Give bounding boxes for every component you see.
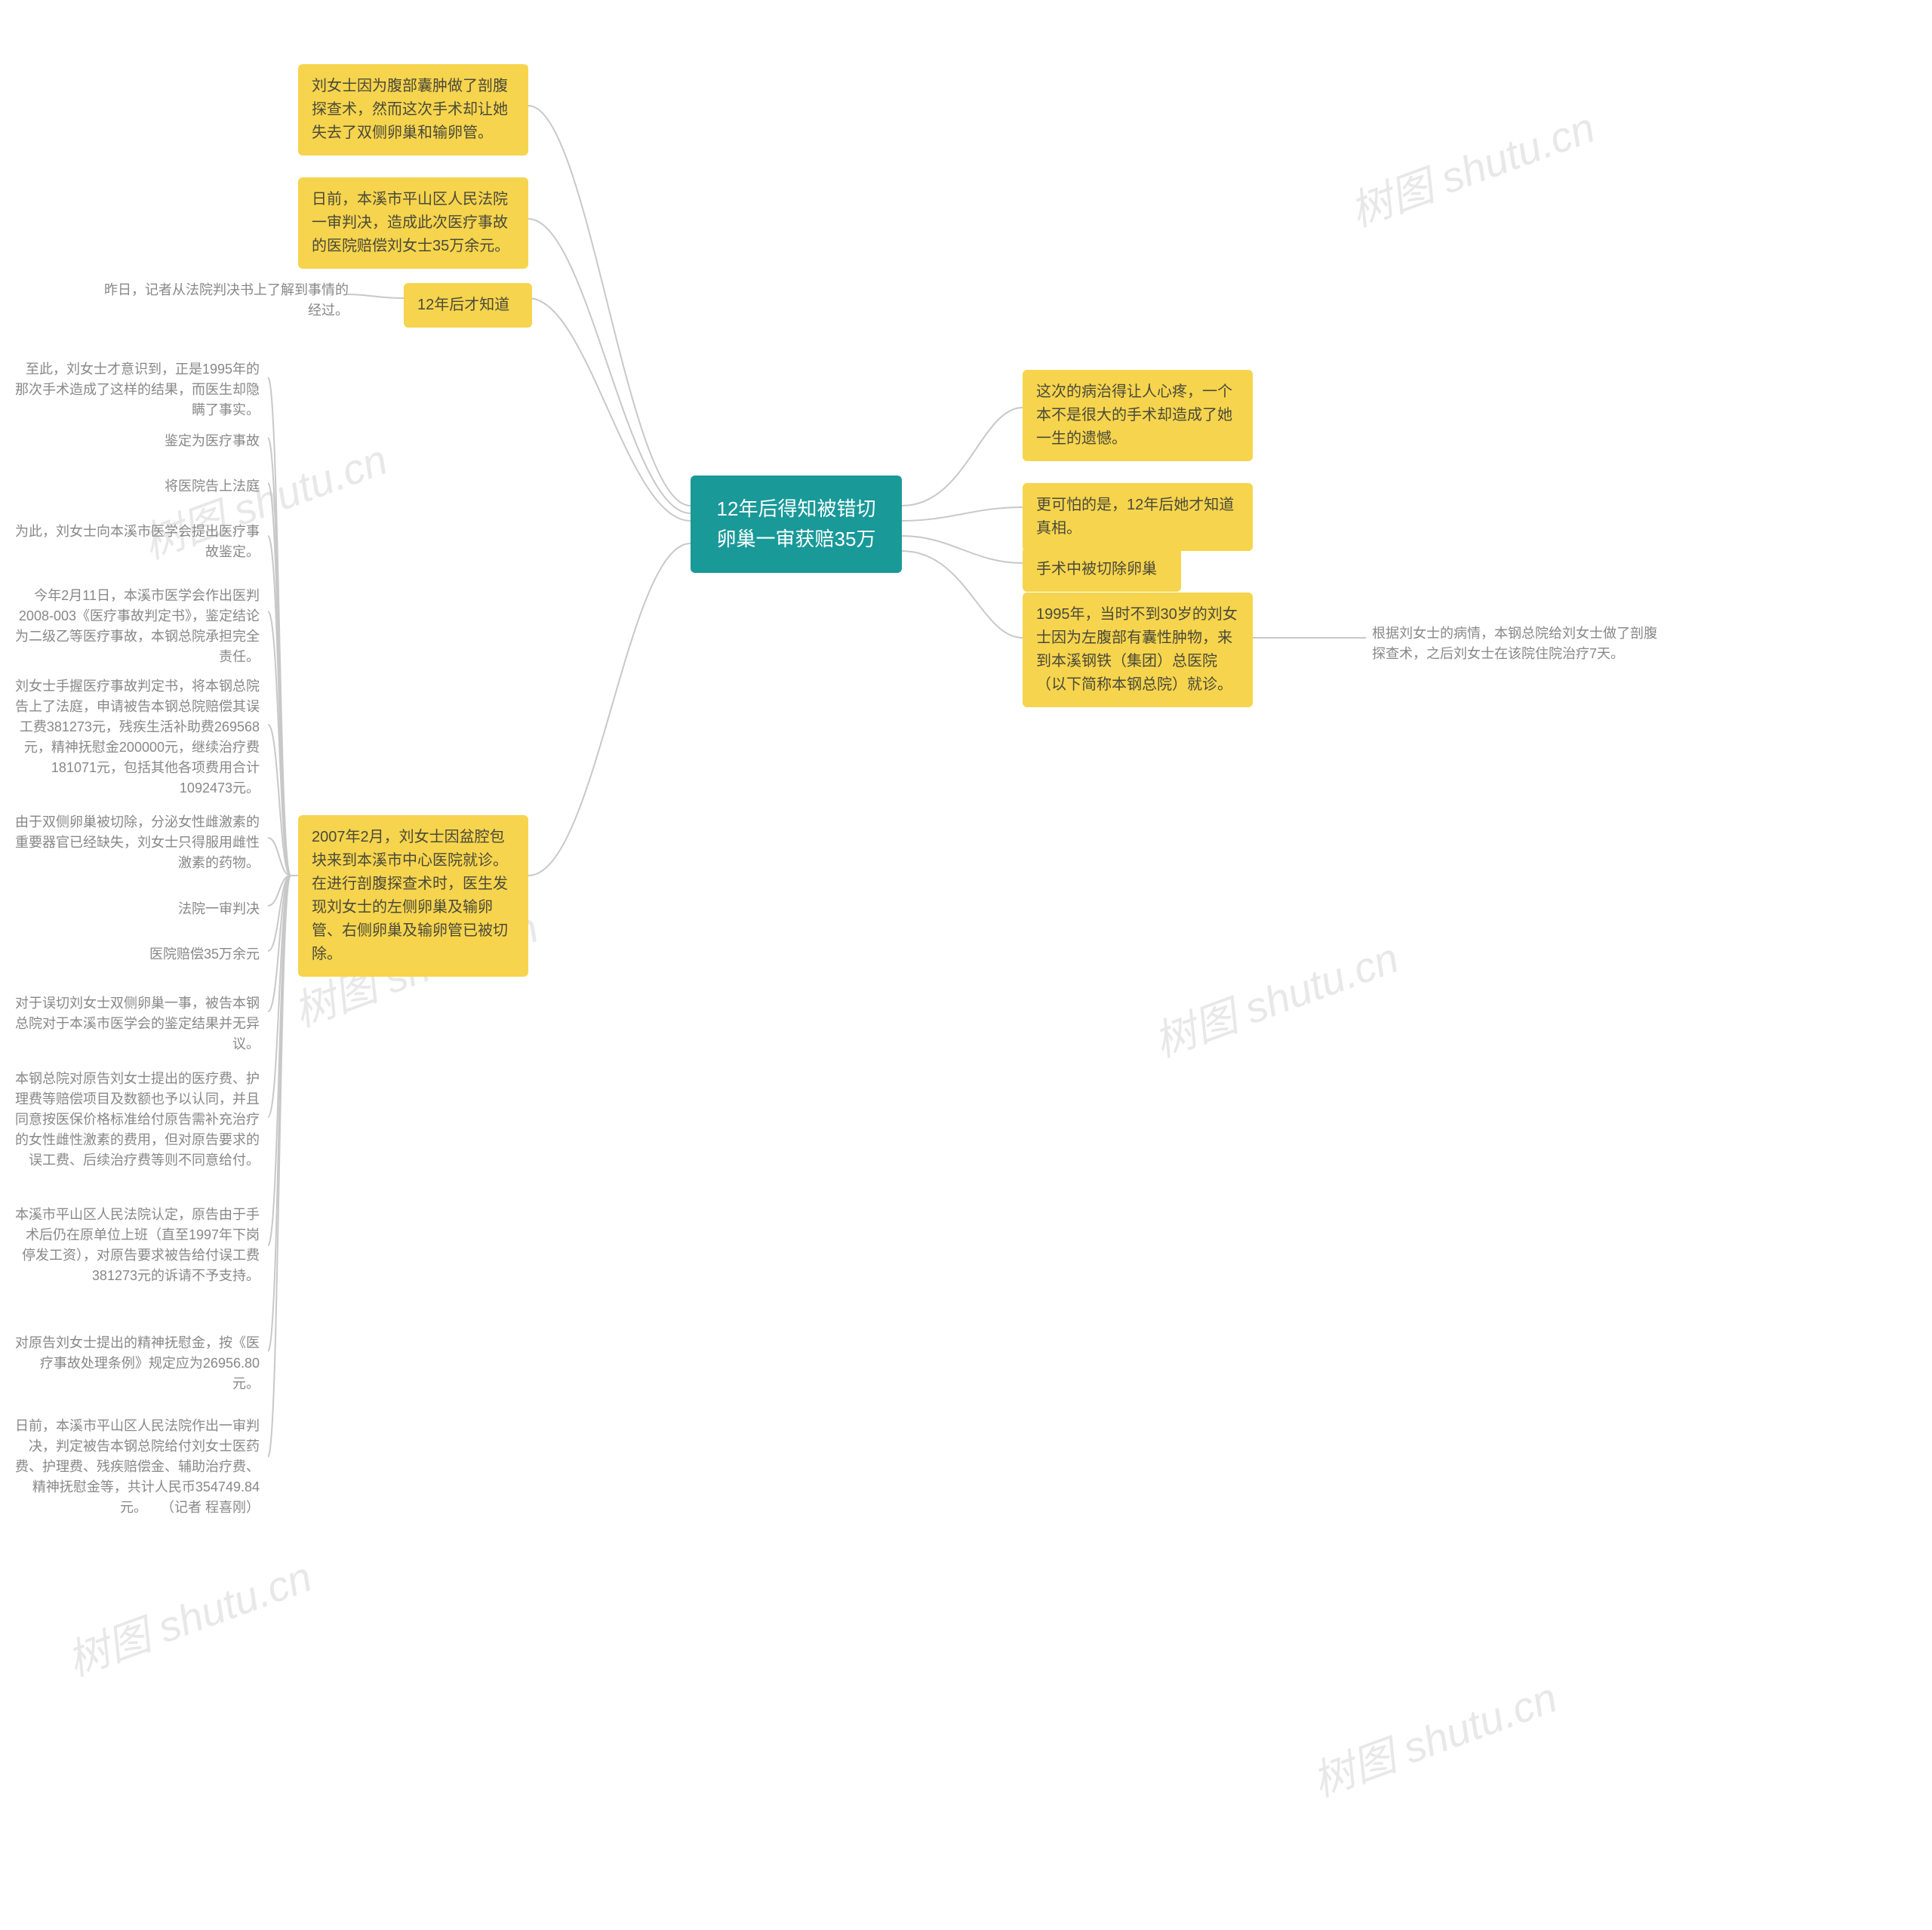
node-label: 由于双侧卵巢被切除，分泌女性雌激素的重要器官已经缺失，刘女士只得服用雌性激素的药… [15,814,260,870]
watermark: 树图 shutu.cn [1340,94,1602,239]
node-label: 刘女士因为腹部囊肿做了剖腹探查术，然而这次手术却让她失去了双侧卵巢和输卵管。 [312,78,508,141]
left-branch-3-child-11: 本溪市平山区人民法院认定，原告由于手术后仍在原单位上班（直至1997年下岗停发工… [9,1200,266,1291]
left-branch-3-child-9: 对于误切刘女士双侧卵巢一事，被告本钢总院对于本溪市医学会的鉴定结果并无异议。 [9,989,266,1059]
watermark: 树图 shutu.cn [1144,924,1406,1069]
left-branch-3-child-8: 医院赔偿35万余元 [9,940,266,969]
left-branch-3-child-6: 由于双侧卵巢被切除，分泌女性雌激素的重要器官已经缺失，刘女士只得服用雌性激素的药… [9,808,266,878]
node-label: 12年后才知道 [417,297,509,313]
node-label: 将医院告上法庭 [165,479,260,494]
left-branch-1: 日前，本溪市平山区人民法院一审判决，造成此次医疗事故的医院赔偿刘女士35万余元。 [298,177,528,269]
left-branch-3-child-2: 将医院告上法庭 [9,472,266,501]
left-branch-2: 12年后才知道 [404,283,532,328]
node-label: 本溪市平山区人民法院认定，原告由于手术后仍在原单位上班（直至1997年下岗停发工… [15,1207,260,1283]
left-branch-3: 2007年2月，刘女士因盆腔包块来到本溪市中心医院就诊。在进行剖腹探查术时，医生… [298,815,528,977]
left-branch-3-child-7: 法院一审判决 [9,894,266,924]
left-branch-3-child-13: 日前，本溪市平山区人民法院作出一审判决，判定被告本钢总院给付刘女士医药费、护理费… [9,1411,266,1522]
node-label: 更可怕的是，12年后她才知道真相。 [1036,497,1234,537]
node-label: 为此，刘女士向本溪市医学会提出医疗事故鉴定。 [15,524,260,559]
node-label: 至此，刘女士才意识到，正是1995年的那次手术造成了这样的结果，而医生却隐瞒了事… [15,362,260,417]
watermark: 树图 shutu.cn [57,1543,319,1688]
node-label: 昨日，记者从法院判决书上了解到事情的经过。 [104,282,349,318]
left-branch-2-child: 昨日，记者从法院判决书上了解到事情的经过。 [98,275,355,325]
right-branch-2: 手术中被切除卵巢 [1023,547,1181,592]
left-branch-0: 刘女士因为腹部囊肿做了剖腹探查术，然而这次手术却让她失去了双侧卵巢和输卵管。 [298,64,528,155]
left-branch-3-child-12: 对原告刘女士提出的精神抚慰金，按《医疗事故处理条例》规定应为26956.80元。 [9,1328,266,1399]
node-label: 鉴定为医疗事故 [165,433,260,448]
left-branch-3-child-0: 至此，刘女士才意识到，正是1995年的那次手术造成了这样的结果，而医生却隐瞒了事… [9,355,266,425]
node-label: 法院一审判决 [178,901,260,916]
center-title: 12年后得知被错切卵巢一审获赔35万 [717,497,876,550]
node-label: 根据刘女士的病情，本钢总院给刘女士做了剖腹探查术，之后刘女士在该院住院治疗7天。 [1372,626,1657,661]
node-label: 本钢总院对原告刘女士提出的医疗费、护理费等赔偿项目及数额也予以认同，并且同意按医… [15,1071,260,1168]
node-label: 这次的病治得让人心疼，一个本不是很大的手术却造成了她一生的遗憾。 [1036,383,1232,447]
node-label: 刘女士手握医疗事故判定书，将本钢总院告上了法庭，申请被告本钢总院赔偿其误工费38… [15,679,260,796]
watermark: 树图 shutu.cn [1303,1664,1564,1808]
left-branch-3-child-10: 本钢总院对原告刘女士提出的医疗费、护理费等赔偿项目及数额也予以认同，并且同意按医… [9,1064,266,1175]
node-label: 2007年2月，刘女士因盆腔包块来到本溪市中心医院就诊。在进行剖腹探查术时，医生… [312,829,508,962]
left-branch-3-child-4: 今年2月11日，本溪市医学会作出医判2008-003《医疗事故判定书》，鉴定结论… [9,581,266,672]
left-branch-3-child-1: 鉴定为医疗事故 [9,426,266,456]
left-branch-3-child-5: 刘女士手握医疗事故判定书，将本钢总院告上了法庭，申请被告本钢总院赔偿其误工费38… [9,672,266,803]
node-label: 日前，本溪市平山区人民法院作出一审判决，判定被告本钢总院给付刘女士医药费、护理费… [15,1418,260,1515]
node-label: 1995年，当时不到30岁的刘女士因为左腹部有囊性肿物，来到本溪钢铁（集团）总医… [1036,606,1238,693]
left-branch-3-child-3: 为此，刘女士向本溪市医学会提出医疗事故鉴定。 [9,517,266,567]
node-label: 手术中被切除卵巢 [1036,561,1157,577]
node-label: 对于误切刘女士双侧卵巢一事，被告本钢总院对于本溪市医学会的鉴定结果并无异议。 [15,996,260,1051]
center-node: 12年后得知被错切卵巢一审获赔35万 [691,476,902,573]
right-branch-3: 1995年，当时不到30岁的刘女士因为左腹部有囊性肿物，来到本溪钢铁（集团）总医… [1023,593,1253,707]
right-branch-0: 这次的病治得让人心疼，一个本不是很大的手术却造成了她一生的遗憾。 [1023,370,1253,461]
right-branch-3-child: 根据刘女士的病情，本钢总院给刘女士做了剖腹探查术，之后刘女士在该院住院治疗7天。 [1366,619,1668,669]
node-label: 医院赔偿35万余元 [149,947,260,962]
node-label: 今年2月11日，本溪市医学会作出医判2008-003《医疗事故判定书》，鉴定结论… [15,588,260,664]
node-label: 对原告刘女士提出的精神抚慰金，按《医疗事故处理条例》规定应为26956.80元。 [15,1335,260,1391]
right-branch-1: 更可怕的是，12年后她才知道真相。 [1023,483,1253,551]
node-label: 日前，本溪市平山区人民法院一审判决，造成此次医疗事故的医院赔偿刘女士35万余元。 [312,191,509,254]
